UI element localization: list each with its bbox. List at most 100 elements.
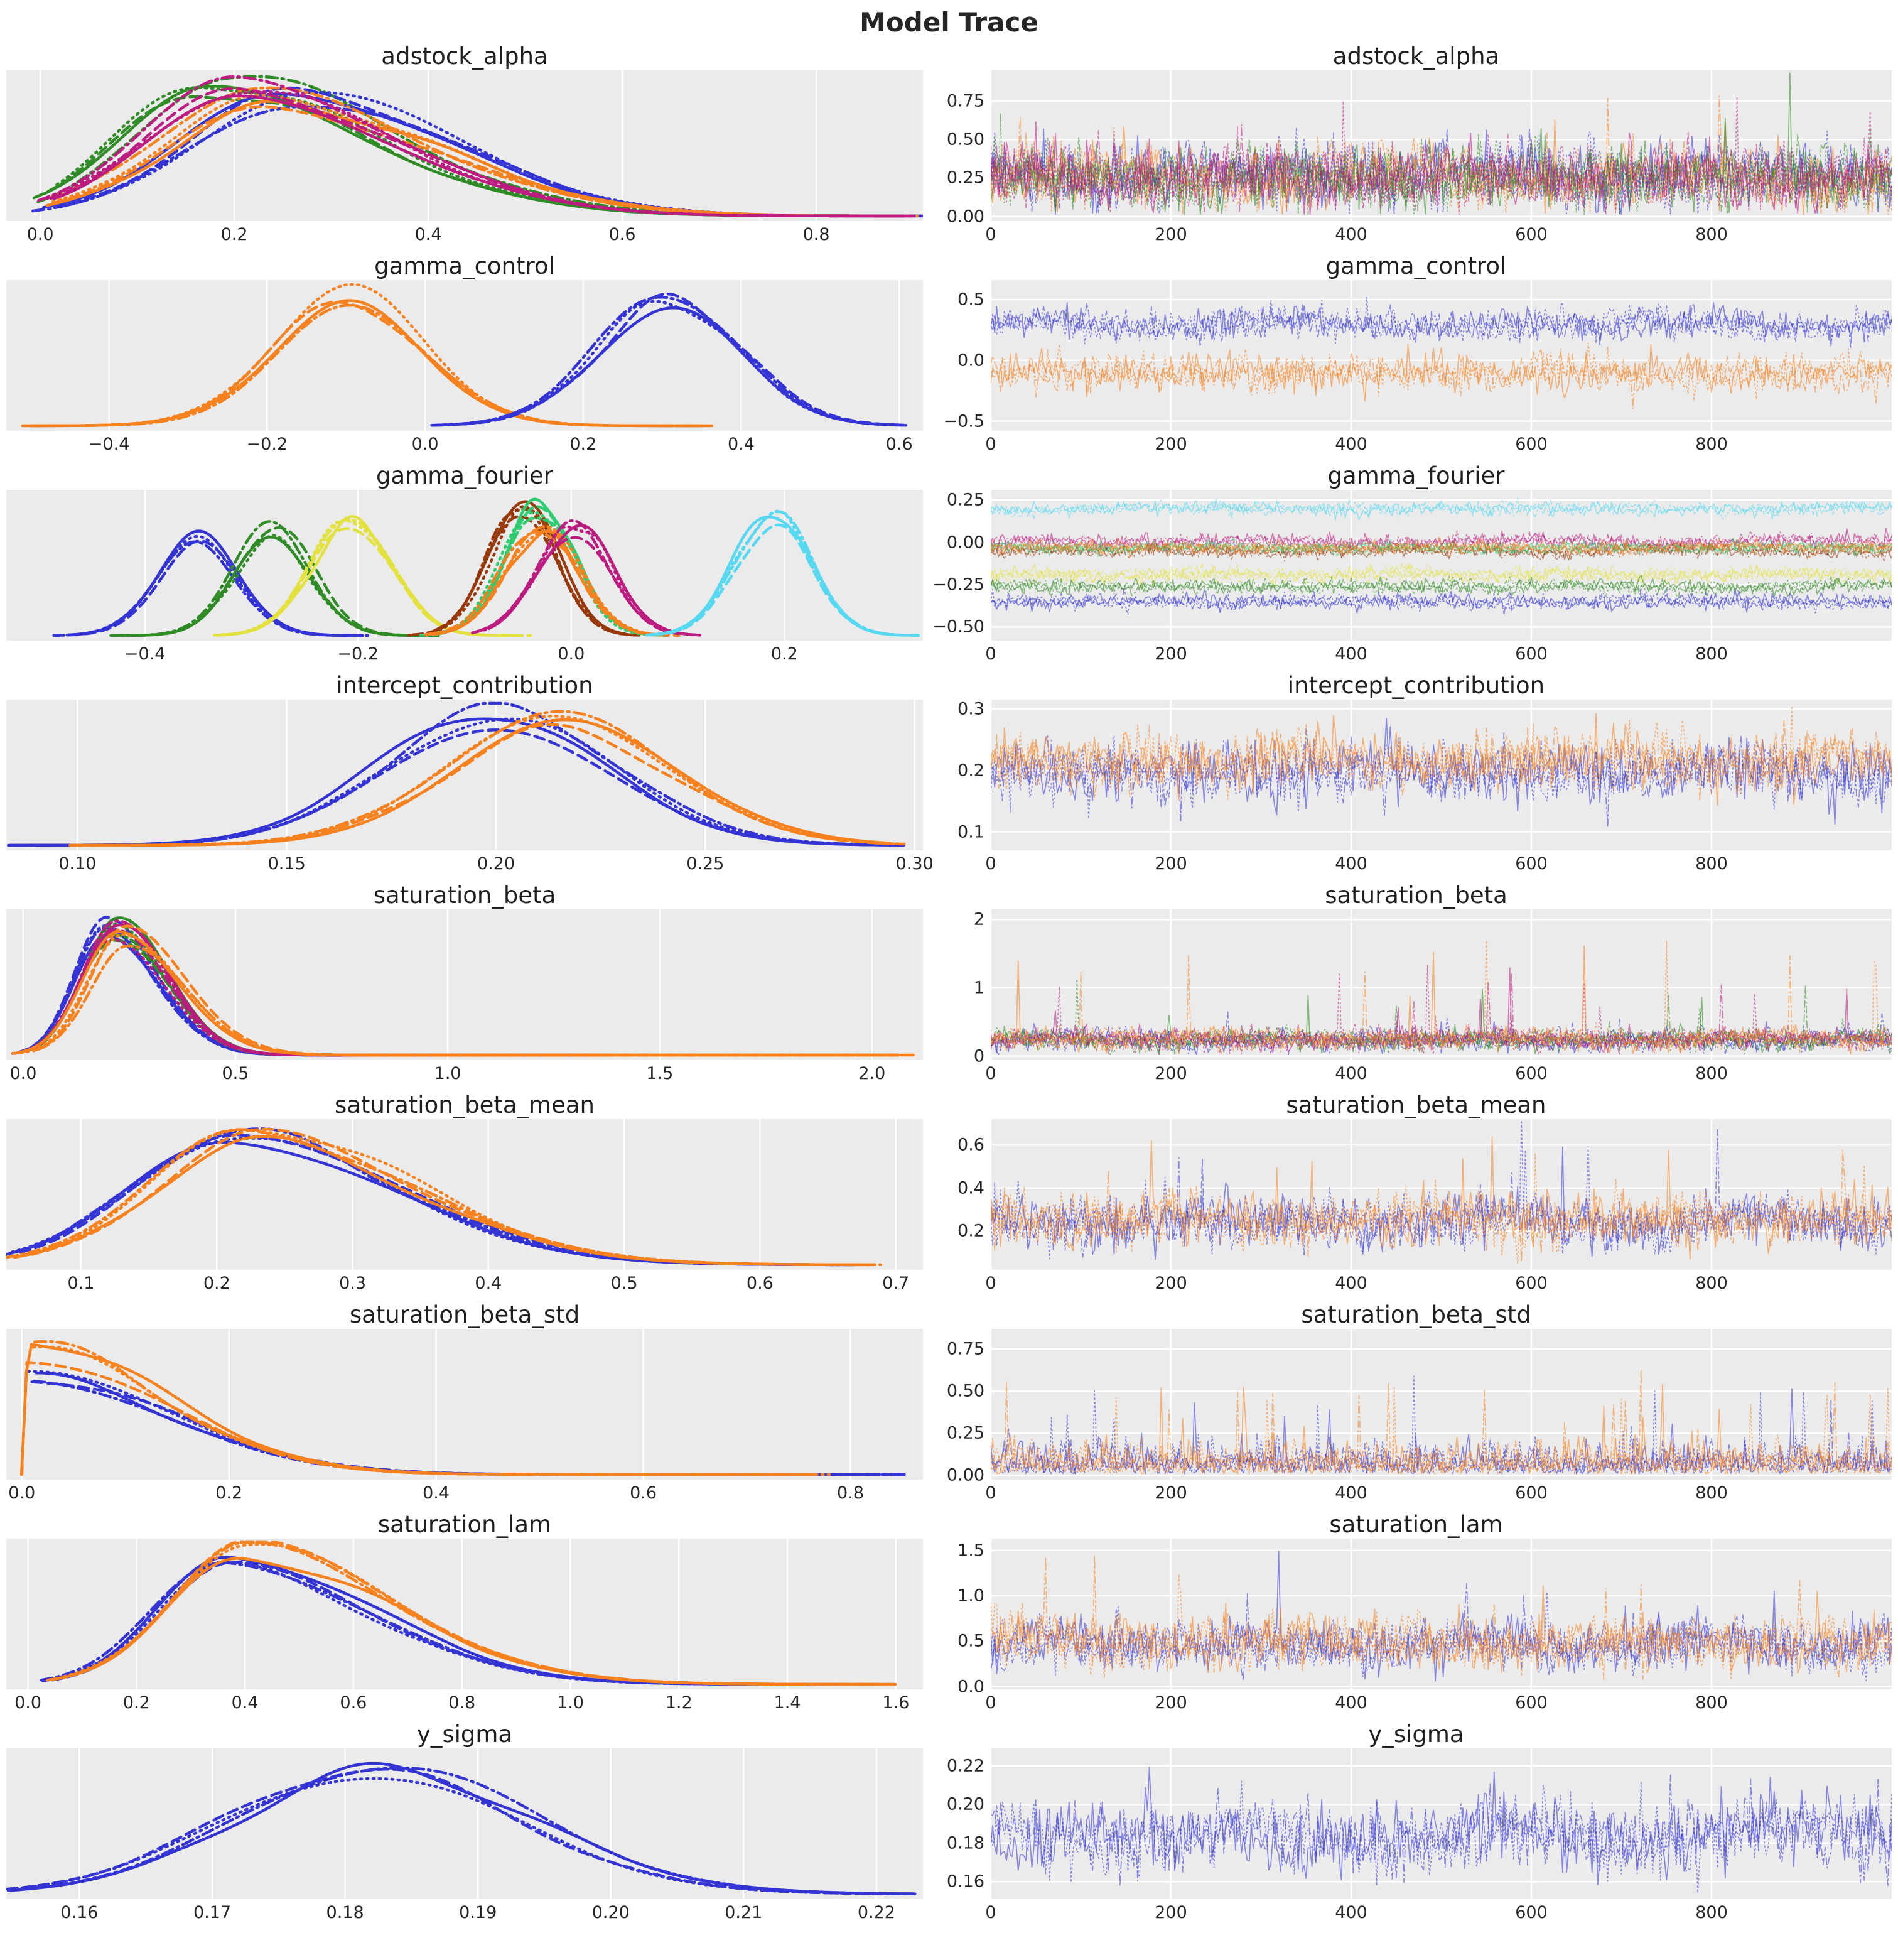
y-tick-label: 0.2 <box>957 761 984 781</box>
x-tick-label: 0.20 <box>477 854 515 874</box>
y-tick-label: 0.0 <box>957 350 984 371</box>
plot-area: 0.2 0.4 0.6 <box>941 1119 1892 1270</box>
x-tick-label: 600 <box>1515 854 1548 874</box>
y-tick-label: 0 <box>973 1046 984 1066</box>
x-tick-label: 400 <box>1335 225 1367 244</box>
plot-area <box>6 1329 923 1480</box>
y-axis-tick-labels: 0.16 0.18 0.20 0.22 <box>941 1748 991 1899</box>
panel-title: adstock_alpha <box>381 43 548 70</box>
x-tick-label: 0.0 <box>8 1483 36 1503</box>
figure-row: gamma_fourier −0.4 −0.2 0.0 0.2 gamma_fourier… <box>6 461 1892 666</box>
x-tick-label: 0.22 <box>857 1903 895 1922</box>
x-tick-label: 0.2 <box>569 435 597 454</box>
kde-plot <box>6 70 923 221</box>
plot-area: 0.1 0.2 0.3 <box>941 699 1892 850</box>
x-tick-label: 600 <box>1515 1064 1548 1083</box>
plot-area: 0.00 0.25 0.50 0.75 <box>941 1329 1892 1485</box>
figure-row: saturation_beta_mean 0.1 0.2 0.3 0.4 0.5 0.6 0.… <box>6 1090 1892 1295</box>
y-tick-label: 0.2 <box>957 1221 984 1241</box>
figure-title: Model Trace <box>860 7 1038 38</box>
panel-title: gamma_fourier <box>376 462 553 489</box>
plot-area <box>6 1748 923 1899</box>
x-tick-label: 0.5 <box>222 1064 249 1083</box>
panel-title: adstock_alpha <box>1332 43 1500 70</box>
x-tick-label: 200 <box>1155 435 1187 454</box>
kde-plot <box>6 1539 923 1689</box>
x-axis-tick-labels: 0 200 400 600 800 <box>985 1060 1892 1085</box>
figure-row: adstock_alpha 0.0 0.2 0.4 0.6 0.8 adstock_alph… <box>6 41 1892 246</box>
x-tick-label: 400 <box>1335 1903 1367 1922</box>
x-axis-tick-labels: 0 200 400 600 800 <box>985 850 1892 875</box>
x-tick-label: 1.0 <box>434 1064 461 1083</box>
kde-curves <box>6 1127 882 1267</box>
x-tick-label: 400 <box>1335 435 1367 454</box>
y-axis-tick-labels: 0.1 0.2 0.3 <box>941 699 991 850</box>
x-axis-tick-labels: 0 200 400 600 800 <box>985 641 1892 666</box>
x-tick-label: 0.2 <box>770 644 798 664</box>
x-tick-label: 800 <box>1695 1064 1728 1083</box>
y-tick-label: 0.5 <box>957 290 984 310</box>
plot-canvas <box>991 280 1892 431</box>
x-axis-tick-labels: 0 200 400 600 800 <box>985 1270 1892 1295</box>
x-tick-label: 200 <box>1155 1064 1187 1083</box>
figure-row: intercept_contribution 0.10 0.15 0.20 0.25 0.… <box>6 671 1892 875</box>
kde-curves <box>40 1540 898 1686</box>
x-tick-label: 0.4 <box>728 435 755 454</box>
kde-plot <box>6 909 923 1060</box>
x-tick-label: 200 <box>1155 644 1187 664</box>
x-tick-label: 800 <box>1695 1903 1728 1922</box>
trace-plot <box>991 909 1892 1060</box>
x-tick-label: 200 <box>1155 1483 1187 1503</box>
x-tick-label: 0.5 <box>610 1274 638 1293</box>
plot-canvas <box>991 1539 1892 1689</box>
panel-title: intercept_contribution <box>1287 672 1545 699</box>
plot-area: 0.00 0.25 0.50 0.75 <box>941 70 1892 226</box>
x-tick-label: 0.8 <box>802 225 830 244</box>
x-tick-label: 0.6 <box>630 1483 657 1503</box>
y-tick-label: 2 <box>973 909 984 929</box>
panel-title: saturation_beta <box>1325 882 1507 909</box>
x-tick-label: 1.2 <box>665 1693 693 1713</box>
x-axis-tick-labels: 0 200 400 600 800 <box>985 221 1892 246</box>
x-tick-label: 400 <box>1335 1693 1367 1713</box>
panel-trace-adstock_alpha: adstock_alpha 0.00 0.25 0.50 0.75 0 200 400 600 8… <box>941 41 1892 246</box>
x-tick-label: 400 <box>1335 1064 1367 1083</box>
plot-area: −0.5 0.0 0.5 <box>941 280 1892 431</box>
kde-curves <box>52 497 920 637</box>
plot-canvas <box>991 1748 1892 1899</box>
y-tick-label: 0.20 <box>946 1794 984 1814</box>
x-tick-label: 0.6 <box>608 225 636 244</box>
y-tick-label: 0.6 <box>957 1135 984 1155</box>
y-tick-label: 0.0 <box>957 1677 984 1697</box>
panel-trace-saturation_beta_std: saturation_beta_std 0.00 0.25 0.50 0.75 0 200 4… <box>941 1300 1892 1505</box>
x-tick-label: 600 <box>1515 435 1548 454</box>
x-tick-label: 0 <box>985 854 996 874</box>
trace-lines <box>991 939 1892 1056</box>
x-tick-label: 2.0 <box>858 1064 886 1083</box>
x-tick-label: 0.3 <box>339 1274 367 1293</box>
x-tick-label: 0.2 <box>215 1483 243 1503</box>
panel-title: intercept_contribution <box>336 672 593 699</box>
x-tick-label: 600 <box>1515 1483 1548 1503</box>
panel-trace-gamma_control: gamma_control −0.5 0.0 0.5 0 200 400 600 800 <box>941 251 1892 456</box>
x-tick-label: −0.2 <box>246 435 288 454</box>
x-tick-label: 0.0 <box>14 1693 42 1713</box>
plot-canvas <box>6 700 923 850</box>
panel-kde-intercept_contribution: intercept_contribution 0.10 0.15 0.20 0.25 0.… <box>6 671 934 875</box>
kde-plot <box>6 1329 923 1480</box>
y-tick-label: −0.50 <box>932 617 984 637</box>
y-tick-label: 0.25 <box>946 1423 984 1443</box>
panel-trace-y_sigma: y_sigma 0.16 0.18 0.20 0.22 0 200 400 600 800 <box>941 1719 1892 1924</box>
y-tick-label: 0.50 <box>946 1381 984 1401</box>
trace-plot <box>991 490 1892 641</box>
x-tick-label: 600 <box>1515 1693 1548 1713</box>
x-tick-label: 0.7 <box>882 1274 910 1293</box>
panel-trace-saturation_beta: saturation_beta 0 1 2 0 200 400 600 800 <box>941 880 1892 1085</box>
x-tick-label: 0 <box>985 1903 996 1922</box>
plot-canvas <box>6 909 923 1060</box>
y-axis-tick-labels: −0.5 0.0 0.5 <box>941 280 991 431</box>
x-tick-label: 0.19 <box>459 1903 497 1922</box>
kde-plot <box>6 280 923 431</box>
panel-kde-saturation_lam: saturation_lam 0.0 0.2 0.4 0.6 0.8 1.0 1.2 1.4 1.… <box>6 1510 923 1714</box>
